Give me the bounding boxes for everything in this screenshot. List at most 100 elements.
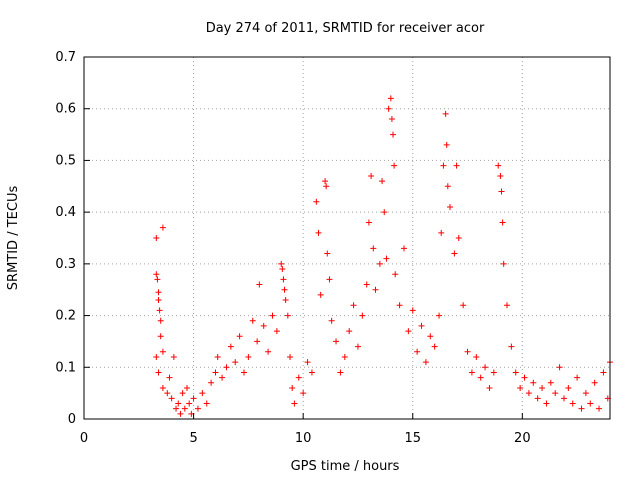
data-point bbox=[517, 384, 524, 391]
data-point bbox=[591, 379, 598, 386]
data-point bbox=[273, 328, 280, 335]
data-point bbox=[405, 328, 412, 335]
data-point bbox=[436, 312, 443, 319]
y-tick-label: 0.3 bbox=[55, 257, 76, 272]
chart-grid bbox=[84, 57, 610, 419]
data-point bbox=[387, 95, 394, 102]
y-tick-label: 0.5 bbox=[55, 153, 76, 168]
data-point bbox=[155, 289, 162, 296]
data-point bbox=[422, 359, 429, 366]
data-point bbox=[427, 333, 434, 340]
data-point bbox=[486, 384, 493, 391]
data-point bbox=[587, 400, 594, 407]
data-point bbox=[184, 384, 191, 391]
data-point bbox=[245, 353, 252, 360]
data-point bbox=[155, 369, 162, 376]
data-point bbox=[560, 395, 567, 402]
data-point bbox=[392, 271, 399, 278]
data-point bbox=[365, 219, 372, 226]
data-point bbox=[236, 333, 243, 340]
plot-border bbox=[83, 56, 611, 420]
data-point bbox=[223, 364, 230, 371]
data-point bbox=[175, 400, 182, 407]
data-point bbox=[578, 405, 585, 412]
data-point bbox=[512, 369, 519, 376]
data-point bbox=[281, 286, 288, 293]
data-point bbox=[455, 235, 462, 241]
data-point bbox=[179, 390, 186, 397]
data-point bbox=[322, 178, 329, 185]
data-point bbox=[372, 286, 379, 293]
data-point bbox=[497, 172, 504, 179]
data-point bbox=[388, 116, 395, 123]
data-point bbox=[431, 343, 438, 350]
data-point bbox=[368, 172, 375, 179]
data-point bbox=[582, 390, 589, 397]
data-point bbox=[460, 302, 467, 309]
data-point bbox=[495, 162, 502, 169]
data-point bbox=[289, 384, 296, 391]
data-point bbox=[208, 379, 215, 386]
data-point bbox=[490, 369, 497, 376]
x-tick-label: 15 bbox=[404, 431, 421, 446]
data-point bbox=[326, 276, 333, 283]
data-point bbox=[219, 374, 226, 381]
data-point bbox=[190, 395, 197, 402]
data-point bbox=[440, 162, 447, 169]
data-point bbox=[214, 353, 221, 360]
data-point bbox=[385, 105, 392, 112]
data-point bbox=[391, 162, 398, 169]
data-point bbox=[284, 312, 291, 319]
y-tick-label: 0.4 bbox=[55, 205, 76, 220]
data-point bbox=[157, 317, 164, 324]
data-point bbox=[156, 307, 163, 314]
data-point bbox=[333, 338, 340, 345]
data-point bbox=[280, 276, 287, 283]
data-point bbox=[596, 405, 603, 412]
data-point bbox=[154, 276, 161, 283]
data-point bbox=[556, 364, 563, 371]
data-point bbox=[444, 183, 451, 190]
data-point bbox=[159, 384, 166, 391]
data-point bbox=[442, 110, 449, 117]
data-point bbox=[337, 369, 344, 376]
data-point bbox=[451, 250, 458, 257]
data-point bbox=[203, 400, 210, 407]
data-point bbox=[282, 297, 289, 304]
chart-title: Day 274 of 2011, SRMTID for receiver aco… bbox=[206, 21, 485, 36]
data-point bbox=[164, 390, 171, 397]
chart-points bbox=[153, 95, 613, 417]
x-tick-label: 0 bbox=[80, 431, 88, 446]
data-point bbox=[199, 390, 206, 397]
data-point bbox=[543, 400, 550, 407]
data-point bbox=[168, 395, 175, 402]
y-axis-ticks: 0 0.1 0.2 0.3 0.4 0.5 0.6 0.7 bbox=[55, 50, 90, 427]
data-point bbox=[317, 291, 324, 298]
data-point bbox=[279, 266, 286, 273]
data-point bbox=[498, 188, 505, 195]
x-tick-label: 5 bbox=[189, 431, 197, 446]
y-tick-label: 0.7 bbox=[55, 50, 76, 65]
data-point bbox=[354, 343, 361, 350]
data-point bbox=[477, 374, 484, 381]
data-point bbox=[438, 229, 445, 236]
data-point bbox=[530, 379, 537, 386]
y-tick-label: 0 bbox=[68, 412, 76, 427]
y-tick-label: 0.2 bbox=[55, 309, 76, 324]
data-point bbox=[315, 229, 322, 236]
data-point bbox=[508, 343, 515, 350]
data-point bbox=[569, 400, 576, 407]
data-point bbox=[376, 260, 383, 267]
data-point bbox=[300, 390, 307, 397]
data-point bbox=[359, 312, 366, 319]
x-axis-ticks: 0 5 10 15 20 bbox=[80, 413, 531, 446]
data-point bbox=[464, 348, 471, 355]
data-point bbox=[414, 348, 421, 355]
x-tick-label: 20 bbox=[514, 431, 531, 446]
y-tick-label: 0.1 bbox=[55, 360, 76, 375]
data-point bbox=[473, 353, 480, 360]
data-point bbox=[383, 255, 390, 262]
data-point bbox=[186, 400, 193, 407]
data-point bbox=[323, 183, 330, 190]
